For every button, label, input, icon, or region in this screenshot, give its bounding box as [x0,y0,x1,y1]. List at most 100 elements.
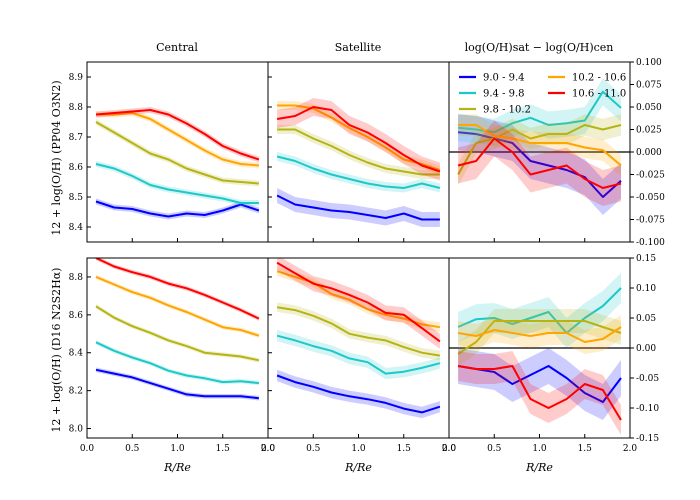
y-tick-label: -0.15 [636,434,659,444]
x-tick-label: 0.5 [487,444,502,454]
x-tick-label: 1.5 [216,444,231,454]
series-line-10-6-11-0 [95,109,260,161]
y-tick-label: 0.100 [636,58,662,68]
x-tick-label: 0.0 [261,444,276,454]
series-line-9-8-10-2 [457,320,622,355]
legend-item: 10.6 - 11.0 [548,89,626,100]
legend-label: 10.6 - 11.0 [572,89,626,100]
legend-item: 9.4 - 9.8 [459,89,525,100]
y-tick-label: 8.7 [69,133,84,143]
panel-top-diff: 0.100 0.075 0.050 0.025 0.000 -0.025 -0.050 -0.… [448,58,665,248]
y-tick-label: -0.050 [636,193,665,203]
series-line-10-2-10-6 [458,124,622,167]
error-band-10-6-11-0 [277,258,440,349]
y-tick-label: -0.10 [636,404,659,414]
x-tick-label: 2.0 [442,444,457,454]
error-band-9-0-9-4 [458,348,621,420]
series-line-9-4-9-8 [95,341,260,385]
series-line-10-6-11-0 [457,137,622,189]
y-tick-label: 8.5 [69,193,84,203]
series-line-9-0-9-4 [458,131,622,198]
title-difference: log(O/H)sat − log(O/H)cen [465,41,614,54]
series-line-10-6-11-0 [276,106,441,173]
error-band-9-8-10-2 [458,114,621,186]
y-tick-label: 8.8 [69,103,84,113]
y-tick-label: -0.075 [636,216,665,226]
error-band-9-4-9-8 [96,340,259,386]
y-tick-label: 8.8 [69,273,84,283]
y-tick-label: 0.025 [636,126,662,136]
y-tick-label: 0.05 [636,314,656,324]
series-line-9-0-9-4 [95,200,260,218]
error-band-9-8-10-2 [277,125,440,179]
y-tick-label: -0.025 [636,171,665,181]
error-band-9-4-9-8 [458,273,621,348]
x-tick-label: 0.5 [306,444,321,454]
x-axis-label: R/Re [163,461,191,474]
legend-label: 9.8 - 10.2 [483,105,531,116]
y-tick-label: 8.0 [69,425,84,435]
panel-bottom-central: 8.0 8.2 8.4 8.6 8.8 0.0 0.5 1.0 1.5 2.0 R/Re [69,257,276,474]
legend-label: 9.0 - 9.4 [483,73,525,84]
legend-label: 9.4 - 9.8 [483,89,525,100]
series-line-9-0-9-4 [95,368,260,400]
error-band-10-2-10-6 [277,266,440,332]
series-line-10-6-11-0 [95,258,260,320]
series-line-10-6-11-0 [457,365,622,421]
series-line-10-2-10-6 [277,104,441,171]
series-line-9-4-9-8 [457,287,622,334]
y-tick-label: 0.000 [636,148,662,158]
y-tick-label: 8.4 [69,349,84,359]
y-tick-label: 8.2 [69,387,83,397]
legend-item: 10.2 - 10.6 [548,73,626,84]
y-tick-label: 8.4 [69,223,84,233]
panel-top-central: 8.4 8.5 8.6 8.7 8.8 8.9 [69,61,269,243]
ylabel-top: 12 + log(O/H) (PP04 O3N2) [50,80,63,235]
y-tick-label: -0.05 [636,374,659,384]
x-tick-label: 2.0 [261,444,276,454]
x-tick-label: 1.0 [532,444,547,454]
error-band-9-0-9-4 [96,198,259,220]
series-line-9-8-10-2 [95,305,260,362]
series-line-10-6-11-0 [276,261,441,343]
error-band-9-4-9-8 [458,78,621,146]
x-axis-label: R/Re [525,461,553,474]
y-tick-label: -0.100 [636,238,665,248]
series-line-10-2-10-6 [457,326,622,343]
error-band-9-0-9-4 [277,369,440,419]
error-band-9-8-10-2 [458,309,621,366]
legend-item: 9.8 - 10.2 [459,105,531,116]
error-band-10-2-10-6 [458,114,621,177]
error-band-10-2-10-6 [96,110,259,169]
x-tick-label: 1.5 [397,444,412,454]
x-tick-label: 1.5 [578,444,593,454]
x-tick-label: 0.0 [442,444,457,454]
y-tick-label: 8.9 [69,73,84,83]
x-tick-label: 2.0 [623,444,638,454]
series-line-9-8-10-2 [457,124,622,175]
series-line-9-4-9-8 [95,163,259,204]
series-line-9-4-9-8 [276,334,441,375]
ylabel-bottom: 12 + log(O/H) (D16 N2S2Hα) [50,268,63,433]
error-band-9-4-9-8 [277,152,440,193]
y-tick-label: 0.050 [636,103,662,113]
series-line-9-0-9-4 [457,365,622,403]
series-line-9-8-10-2 [95,121,259,185]
y-tick-label: 8.6 [69,163,84,173]
x-tick-label: 1.0 [351,444,366,454]
x-tick-label: 0.5 [125,444,140,454]
y-tick-label: 0.00 [636,344,656,354]
series-line-9-4-9-8 [276,155,441,189]
y-tick-label: 0.15 [636,254,656,264]
series-line-10-2-10-6 [95,275,260,337]
legend-label: 10.2 - 10.6 [572,73,626,84]
y-tick-label: 0.075 [636,81,662,91]
legend: 9.0 - 9.4 10.2 - 10.6 9.4 - 9.8 10.6 - 11.0… [459,73,626,116]
panel-bottom-diff: 0.15 0.10 0.05 0.00 -0.05 -0.10 -0.15 0.0 0.5 1.0… [442,254,660,474]
title-satellite: Satellite [335,41,382,54]
error-band-10-6-11-0 [277,98,440,181]
error-band-9-4-9-8 [96,161,259,206]
error-band-10-6-11-0 [458,351,621,435]
series-line-9-8-10-2 [276,306,441,357]
